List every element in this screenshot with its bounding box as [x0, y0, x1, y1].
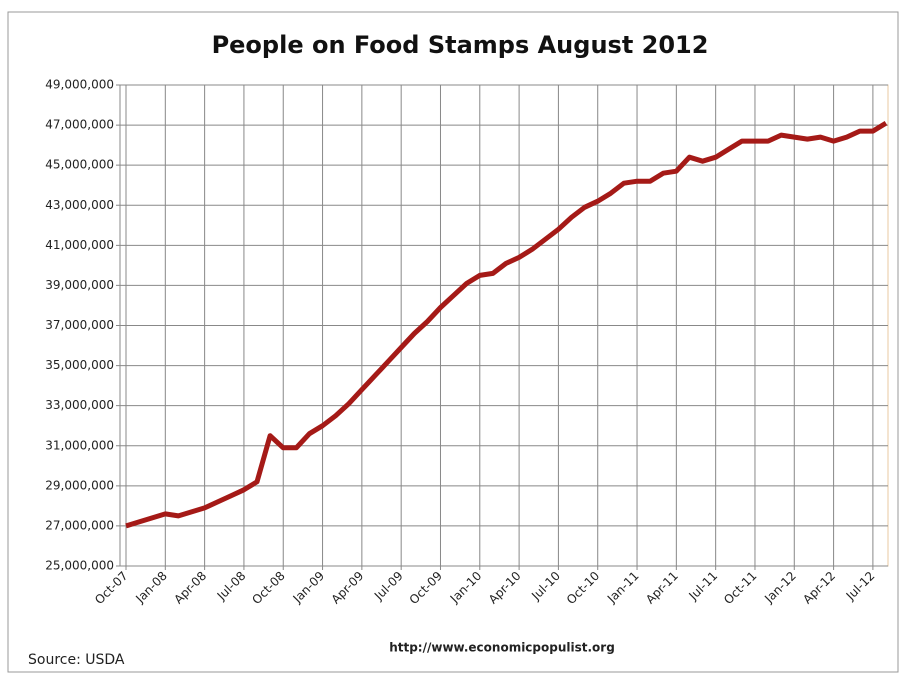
y-tick-label: 37,000,000	[45, 318, 114, 332]
y-tick-label: 31,000,000	[45, 438, 114, 452]
source-note: Source: USDA	[28, 652, 125, 668]
y-tick-label: 45,000,000	[45, 158, 114, 172]
y-tick-label: 49,000,000	[45, 78, 114, 92]
data-line	[125, 120, 888, 529]
url-note: http://www.economicpopulist.org	[389, 641, 615, 655]
y-tick-label: 27,000,000	[45, 518, 114, 532]
y-tick-label: 25,000,000	[45, 559, 114, 573]
y-tick-label: 33,000,000	[45, 398, 114, 412]
y-tick-label: 39,000,000	[45, 278, 114, 292]
y-tick-label: 35,000,000	[45, 358, 114, 372]
y-tick-label: 29,000,000	[45, 478, 114, 492]
y-tick-label: 41,000,000	[45, 238, 114, 252]
y-tick-label: 43,000,000	[45, 198, 114, 212]
y-tick-label: 47,000,000	[45, 118, 114, 132]
chart-title: People on Food Stamps August 2012	[212, 31, 709, 59]
